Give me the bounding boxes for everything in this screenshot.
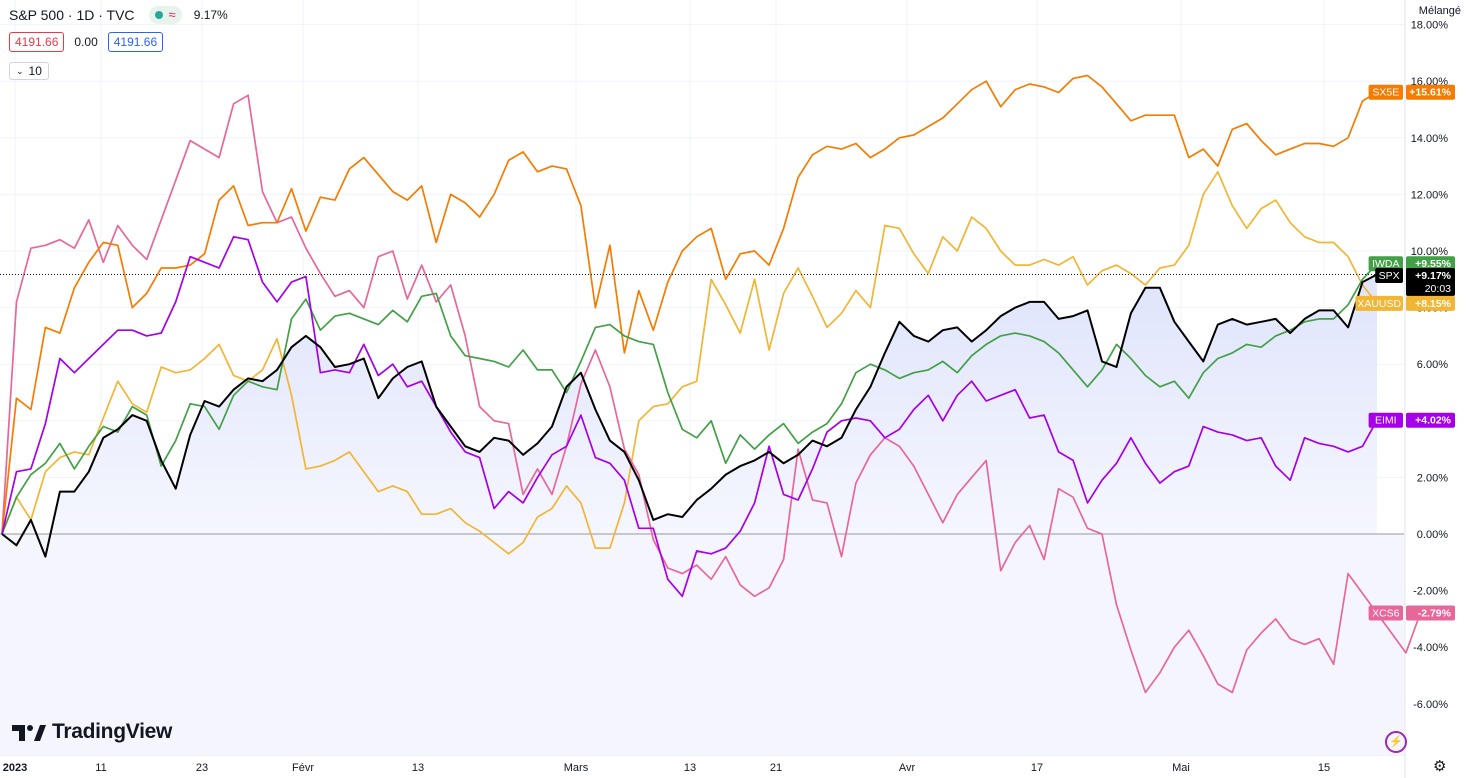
sell-price-button[interactable]: 4191.66 bbox=[9, 32, 65, 52]
x-tick-label: 21 bbox=[770, 762, 782, 774]
spx-area-fill bbox=[0, 274, 1404, 755]
series-value-label: +9.55% bbox=[1415, 258, 1452, 270]
x-tick-label: 13 bbox=[684, 762, 696, 774]
series-value-tag bbox=[1406, 412, 1455, 428]
series-line-eimi[interactable] bbox=[1, 235, 1378, 598]
x-tick-label: 13 bbox=[412, 762, 424, 774]
series-name-label: SX5E bbox=[1372, 87, 1399, 99]
spread-value: 0.00 bbox=[74, 35, 98, 49]
x-tick-label: Avr bbox=[899, 762, 916, 774]
series-value-tag bbox=[1406, 256, 1455, 272]
y-tick-label: -6.00% bbox=[1413, 699, 1448, 711]
series-name-label: XCS6 bbox=[1372, 607, 1400, 619]
series-line-xcs6[interactable] bbox=[1, 94, 1422, 694]
market-status-badge[interactable]: ≈ bbox=[148, 6, 182, 24]
series-value-tag bbox=[1406, 295, 1455, 311]
series-value-label: +9.17% bbox=[1415, 270, 1452, 282]
series-value-label: +8.15% bbox=[1415, 298, 1452, 310]
series-name-tag bbox=[1368, 84, 1403, 100]
y-tick-label: 18.00% bbox=[1411, 20, 1449, 32]
scale-mode-label[interactable]: Mélangé bbox=[1418, 5, 1461, 17]
series-line-sx5e[interactable] bbox=[1, 74, 1378, 535]
series-name-label: EIMI bbox=[1375, 415, 1397, 427]
y-tick-label: 6.00% bbox=[1417, 359, 1448, 371]
series-name-label: XAUUSD bbox=[1357, 298, 1401, 310]
series-value-tag bbox=[1406, 267, 1455, 296]
gear-icon[interactable]: ⚙ bbox=[1433, 758, 1447, 775]
series-name-label: IWDA bbox=[1372, 258, 1399, 270]
y-tick-label: -4.00% bbox=[1413, 642, 1448, 654]
assistant-icon[interactable]: ⚡ bbox=[1385, 731, 1407, 753]
time-axis[interactable]: 2023 11 23 Févr 13 Mars 13 21 Avr 17 Mai 15 bbox=[3, 762, 1330, 774]
tradingview-logo-icon bbox=[12, 725, 46, 741]
series-name-tag bbox=[1368, 256, 1403, 272]
market-open-dot-icon bbox=[154, 11, 163, 19]
price-axis[interactable]: -6.00%-4.00%-2.00%0.00%2.00%4.00%6.00%8.… bbox=[1411, 20, 1449, 711]
series-value-label: +15.61% bbox=[1409, 87, 1451, 99]
chevron-down-icon: ⌄ bbox=[16, 65, 24, 76]
series-line-iwda[interactable] bbox=[1, 263, 1378, 535]
indicator-toggle[interactable]: ⌄ 10 bbox=[9, 62, 49, 80]
chart-header: S&P 500 · 1D · TVC ≈ 9.17% bbox=[9, 6, 228, 24]
tradingview-logo[interactable]: TradingView bbox=[12, 720, 172, 744]
indicator-count: 10 bbox=[28, 64, 42, 78]
y-tick-label: 12.00% bbox=[1411, 189, 1449, 201]
y-tick-label: 10.00% bbox=[1411, 246, 1449, 258]
series-name-tag bbox=[1355, 295, 1403, 311]
y-tick-label: -2.00% bbox=[1413, 586, 1448, 598]
series-name-label: SPX bbox=[1379, 270, 1400, 282]
symbol-title[interactable]: S&P 500 · 1D · TVC bbox=[9, 7, 135, 23]
x-tick-label: 17 bbox=[1031, 762, 1043, 774]
series-value-label: +4.02% bbox=[1415, 415, 1452, 427]
trade-buttons: 4191.66 0.00 4191.66 bbox=[9, 32, 164, 52]
series-value-tag bbox=[1406, 605, 1455, 621]
series-value-label: -2.79% bbox=[1418, 607, 1452, 619]
buy-price-button[interactable]: 4191.66 bbox=[107, 32, 164, 52]
y-tick-label: 0.00% bbox=[1417, 529, 1448, 541]
x-tick-label: 15 bbox=[1318, 762, 1330, 774]
logo-text: TradingView bbox=[52, 720, 173, 743]
y-tick-label: 2.00% bbox=[1417, 472, 1448, 484]
series-lines bbox=[1, 74, 1422, 694]
series-value-tag bbox=[1406, 84, 1455, 100]
below-zero-area bbox=[0, 534, 1404, 755]
x-tick-label: 11 bbox=[95, 762, 106, 774]
series-name-tag bbox=[1375, 267, 1403, 283]
x-tick-label: Mai bbox=[1172, 762, 1190, 774]
x-tick-label: 2023 bbox=[3, 762, 27, 774]
series-value-labels: SX5E +15.61% IWDA +9.55% SPX +9.17%20:03 XAUUS… bbox=[1355, 84, 1455, 621]
approx-icon: ≈ bbox=[168, 7, 176, 22]
x-tick-label: Févr bbox=[292, 762, 314, 774]
countdown-label: 20:03 bbox=[1425, 283, 1451, 295]
spx-area bbox=[2, 274, 1377, 557]
change-percent: 9.17% bbox=[193, 8, 228, 22]
series-name-tag bbox=[1368, 605, 1403, 621]
y-tick-label: 14.00% bbox=[1411, 133, 1449, 145]
x-tick-label: 23 bbox=[196, 762, 208, 774]
series-name-tag bbox=[1368, 412, 1403, 428]
series-line-xauusd[interactable] bbox=[1, 170, 1378, 555]
x-tick-label: Mars bbox=[564, 762, 589, 774]
series-line-spx[interactable] bbox=[1, 273, 1378, 558]
